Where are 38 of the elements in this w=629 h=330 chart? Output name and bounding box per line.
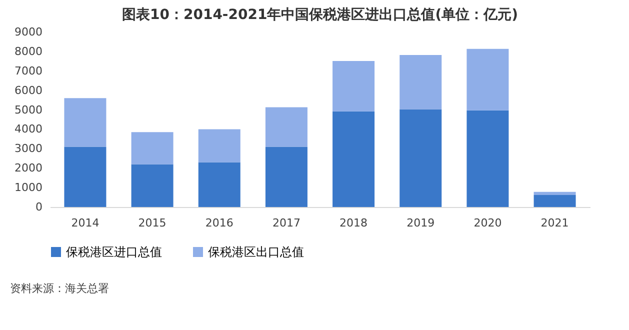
bar bbox=[265, 107, 308, 147]
y-tick-label: 7000 bbox=[14, 64, 42, 78]
x-tick-label: 2021 bbox=[540, 216, 569, 230]
bar bbox=[534, 192, 576, 195]
x-tick-label: 2017 bbox=[272, 216, 300, 230]
bar bbox=[466, 48, 509, 110]
x-tick-label: 2016 bbox=[205, 216, 234, 230]
y-tick-label: 4000 bbox=[14, 122, 42, 136]
legend-label: 保税港区进口总值 bbox=[66, 245, 162, 259]
y-tick-label: 0 bbox=[36, 200, 42, 214]
y-tick-label: 2000 bbox=[14, 162, 42, 175]
chart-title: 图表10：2014-2021年中国保税港区进出口总值(单位：亿元) bbox=[122, 6, 518, 23]
text: 资料来源：海关总署 bbox=[10, 282, 109, 295]
y-tick-label: 6000 bbox=[14, 84, 42, 97]
y-tick-label: 5000 bbox=[14, 103, 42, 116]
legend-label: 保税港区出口总值 bbox=[208, 245, 304, 259]
bar bbox=[332, 111, 375, 207]
bar bbox=[131, 164, 174, 207]
bar bbox=[198, 129, 240, 162]
bar bbox=[64, 146, 106, 207]
bar bbox=[466, 110, 509, 207]
x-tick-label: 2014 bbox=[71, 216, 100, 230]
bar bbox=[332, 60, 375, 112]
y-tick-label: 9000 bbox=[14, 26, 42, 38]
x-tick-label: 2018 bbox=[340, 216, 368, 230]
bar bbox=[534, 194, 576, 207]
x-tick-label: 2019 bbox=[406, 216, 435, 230]
x-tick-label: 2020 bbox=[474, 216, 502, 230]
x-tick-label: 2015 bbox=[138, 216, 166, 230]
bar bbox=[400, 54, 442, 110]
y-tick-label: 3000 bbox=[14, 142, 42, 156]
bar bbox=[400, 109, 442, 207]
y-tick-label: 1000 bbox=[14, 181, 42, 194]
bar bbox=[64, 98, 106, 147]
bar bbox=[265, 146, 308, 207]
bar bbox=[131, 132, 174, 164]
y-tick-label: 8000 bbox=[14, 44, 42, 58]
bar bbox=[198, 162, 240, 207]
